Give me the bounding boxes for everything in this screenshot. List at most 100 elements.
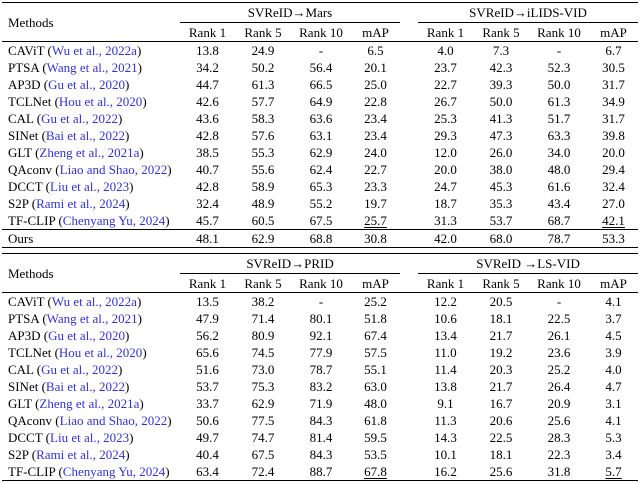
citation-link[interactable]: Hou et al., 2020: [58, 94, 143, 109]
value-cell: 51.7: [547, 111, 571, 126]
value-cell: 31.9: [473, 480, 530, 484]
citation-link[interactable]: Gu et al., 2022: [41, 362, 119, 377]
citation-link[interactable]: Wang et al., 2021: [46, 60, 138, 75]
value-cell: 71.9: [309, 396, 333, 411]
value-cell: 73.0: [251, 362, 275, 377]
citation-link[interactable]: Rami et al., 2024: [36, 196, 126, 211]
method-name: ): [139, 396, 144, 411]
value-cell: 27.0: [602, 196, 625, 211]
value-cell: 14.3: [434, 430, 457, 445]
table-row: AP3D (Gu et al., 2020) 56.2 80.9 92.1 67.4 13…: [2, 327, 638, 344]
table-body: CAViT (Wu et al., 2022a) 13.8 24.9 - 6.5 4.0 7…: [2, 42, 639, 248]
ours-row: Ours 48.1 62.9 68.8 30.8 42.0 68.0 78.7 53.3: [2, 229, 639, 248]
value-cell: 3.4: [605, 447, 622, 462]
column-gap: [400, 412, 418, 429]
citation-link[interactable]: Gu et al., 2020: [48, 328, 125, 343]
citation-link[interactable]: Wu et al., 2022a: [51, 43, 137, 58]
method-name: PTSA (: [8, 60, 47, 75]
column-gap: [400, 480, 419, 484]
column-gap: [400, 212, 418, 230]
value-cell: 31.7: [602, 77, 625, 92]
value-cell: 48.0: [364, 396, 387, 411]
value-cell: 61.3: [547, 94, 571, 109]
method-name: DCCT (: [8, 179, 51, 194]
value-cell: 34.2: [196, 60, 219, 75]
method-cell: CAViT (Wu et al., 2022a): [2, 293, 180, 311]
value-cell: -: [318, 43, 324, 58]
value-cell: 4.0: [605, 362, 622, 377]
value-cell: 68.7: [547, 213, 571, 228]
citation-link[interactable]: Chenyang Yu, 2024: [62, 213, 166, 228]
value-cell: 6.5: [367, 43, 384, 58]
citation-link[interactable]: Chenyang Yu, 2024: [62, 464, 166, 479]
table-row: PTSA (Wang et al., 2021) 34.2 50.2 56.4 20.1…: [2, 59, 638, 76]
value-cell: 4.5: [605, 328, 622, 343]
value-cell: 30.5: [602, 60, 625, 75]
method-cell: SINet (Bai et al., 2022): [2, 127, 180, 144]
method-name: TCLNet (: [8, 345, 59, 360]
value-cell: 3.9: [605, 345, 622, 360]
value-cell: 81.4: [309, 430, 333, 445]
value-cell: 78.7: [529, 229, 589, 248]
method-name: ): [118, 111, 123, 126]
method-name: SINet (: [8, 128, 46, 143]
value-cell: 53.7: [489, 213, 513, 228]
value-cell: 4.1: [605, 294, 622, 309]
method-name: ): [139, 145, 144, 160]
group-gap: [400, 22, 418, 42]
value-cell: 9.1: [437, 396, 454, 411]
value-cell: 23.4: [364, 128, 387, 143]
table-row: TCLNet (Hou et al., 2020) 65.6 74.5 77.9 57.…: [2, 344, 638, 361]
value-cell: 48.9: [251, 196, 275, 211]
value-cell: 51.6: [196, 362, 219, 377]
citation-link[interactable]: Bai et al., 2022: [45, 128, 125, 143]
column-gap: [400, 293, 418, 311]
col-header-map: mAP: [351, 22, 400, 42]
value-cell: 65.3: [309, 179, 333, 194]
col-header-rank1: Rank 1: [418, 273, 474, 293]
method-cell: S2P (Rami et al., 2024): [2, 446, 180, 463]
method-name: DCCT (: [8, 430, 51, 445]
value-cell: 87.6: [235, 480, 291, 484]
col-header-rank1: Rank 1: [180, 22, 235, 42]
column-gap: [400, 446, 418, 463]
value-cell: 25.2: [364, 294, 387, 309]
method-cell: DCCT (Liu et al., 2023): [2, 178, 180, 195]
value-cell: 25.6: [547, 413, 571, 428]
value-cell: 18.1: [489, 447, 513, 462]
citation-link[interactable]: Zheng et al., 2021a: [39, 145, 140, 160]
value-cell: 11.0: [434, 345, 457, 360]
value-cell: -: [318, 294, 324, 309]
citation-link[interactable]: Gu et al., 2020: [48, 77, 125, 92]
table-row: S2P (Rami et al., 2024) 40.4 67.5 84.3 53.5 1…: [2, 446, 638, 463]
citation-link[interactable]: Wu et al., 2022a: [51, 294, 137, 309]
value-cell: 22.3: [547, 447, 571, 462]
value-cell: 61.8: [364, 413, 387, 428]
citation-link[interactable]: Wang et al., 2021: [46, 311, 138, 326]
method-name: TF-CLIP (: [8, 464, 63, 479]
value-cell: 25.7: [364, 213, 387, 228]
citation-link[interactable]: Zheng et al., 2021a: [39, 396, 140, 411]
citation-link[interactable]: Hou et al., 2020: [58, 345, 143, 360]
table-row: TCLNet (Hou et al., 2020) 42.6 57.7 64.9 22.…: [2, 93, 638, 110]
column-gap: [400, 93, 418, 110]
method-cell: TF-CLIP (Chenyang Yu, 2024): [2, 212, 180, 230]
citation-link[interactable]: Bai et al., 2022: [45, 379, 125, 394]
value-cell: 45.3: [489, 179, 513, 194]
method-cell: TF-CLIP (Chenyang Yu, 2024): [2, 463, 180, 481]
value-cell: 24.7: [434, 179, 457, 194]
citation-link[interactable]: Liao and Shao, 2022: [59, 413, 168, 428]
citation-link[interactable]: Liu et al., 2023: [50, 179, 130, 194]
method-name: ): [125, 196, 130, 211]
method-name: ): [125, 328, 130, 343]
value-cell: 4.1: [605, 413, 622, 428]
citation-link[interactable]: Liao and Shao, 2022: [59, 162, 168, 177]
value-cell: 5.7: [605, 464, 622, 479]
value-cell: 55.2: [309, 196, 333, 211]
citation-link[interactable]: Rami et al., 2024: [36, 447, 126, 462]
value-cell: 7.3: [492, 43, 510, 58]
citation-link[interactable]: Liu et al., 2023: [50, 430, 130, 445]
citation-link[interactable]: Gu et al., 2022: [41, 111, 119, 126]
col-header-rank5: Rank 5: [473, 273, 530, 293]
value-cell: 74.7: [251, 430, 275, 445]
